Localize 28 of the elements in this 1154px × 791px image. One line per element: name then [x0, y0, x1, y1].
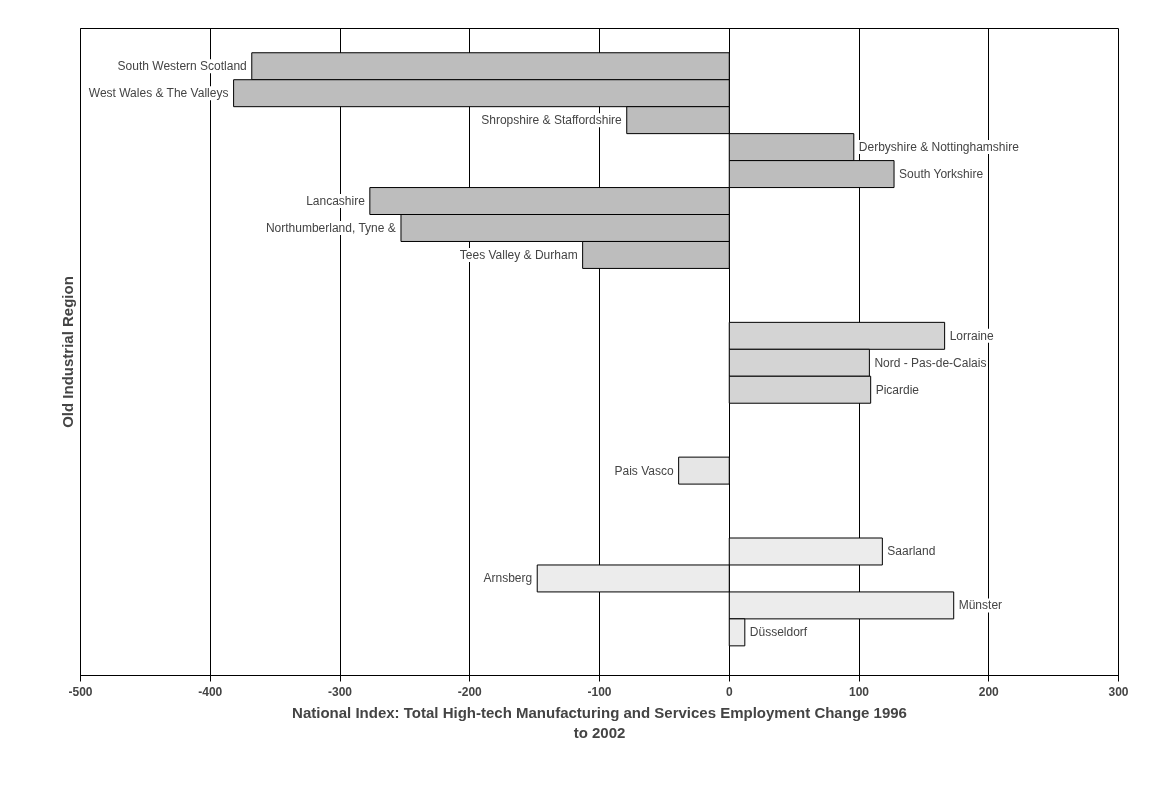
x-tick-label: 200 [978, 684, 1000, 699]
x-tick-label: -200 [457, 684, 483, 699]
y-tick-label: Derbyshire & Nottinghamshire [858, 140, 1020, 155]
bar [678, 456, 730, 485]
x-tick-label: -100 [587, 684, 612, 699]
x-tick-label: -500 [68, 684, 93, 699]
y-tick-label: Lorraine [949, 328, 994, 343]
y-axis-title: Old Industrial Region [58, 276, 76, 428]
y-tick-label: Nord - Pas-de-Calais [874, 355, 987, 370]
x-tick-label: -400 [198, 684, 223, 699]
x-tick-label: 0 [725, 684, 733, 699]
x-tick-label: 100 [848, 684, 870, 699]
x-axis-title: National Index: Total High-tech Manufacturing and Services Employment Change 1996 to 2002 [292, 703, 907, 741]
y-tick-label: Picardie [875, 382, 920, 397]
y-tick-label: Münster [958, 598, 1003, 613]
y-tick-label: Lancashire [306, 194, 366, 209]
y-tick-label: Saarland [887, 544, 936, 559]
y-tick-label: Arnsberg [483, 571, 533, 586]
y-tick-label: Northumberland, Tyne & [265, 220, 396, 235]
y-tick-label: Düsseldorf [749, 625, 808, 640]
y-tick-label: South Western Scotland [117, 59, 247, 74]
x-tick-label: 300 [1108, 684, 1129, 699]
y-tick-label: Shropshire & Staffordshire [481, 113, 623, 128]
y-tick-label: Pais Vasco [614, 463, 674, 478]
x-tick-label: -300 [327, 684, 353, 699]
y-tick-label: Tees Valley & Durham [459, 247, 578, 262]
y-tick-label: South Yorkshire [899, 167, 984, 182]
y-tick-label: West Wales & The Valleys [88, 86, 229, 101]
